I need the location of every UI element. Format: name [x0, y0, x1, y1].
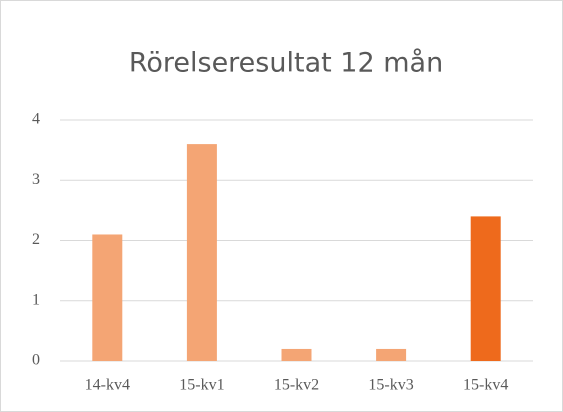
x-tick-label: 14-kv4 [85, 377, 130, 394]
y-tick-label: 0 [32, 352, 40, 369]
x-tick-label: 15-kv2 [274, 377, 319, 394]
bar [281, 348, 312, 361]
x-tick-label: 15-kv3 [368, 377, 413, 394]
bar [376, 348, 407, 361]
y-tick-label: 2 [32, 231, 40, 248]
bar [186, 144, 217, 361]
bar [92, 234, 123, 361]
y-tick-label: 1 [32, 291, 40, 308]
x-tick-label: 15-kv1 [179, 377, 224, 394]
x-tick-label: 15-kv4 [463, 377, 508, 394]
chart-title: Rörelseresultat 12 mån [129, 48, 443, 79]
y-tick-label: 4 [32, 111, 40, 128]
y-tick-label: 3 [32, 171, 40, 188]
bar [470, 216, 501, 361]
